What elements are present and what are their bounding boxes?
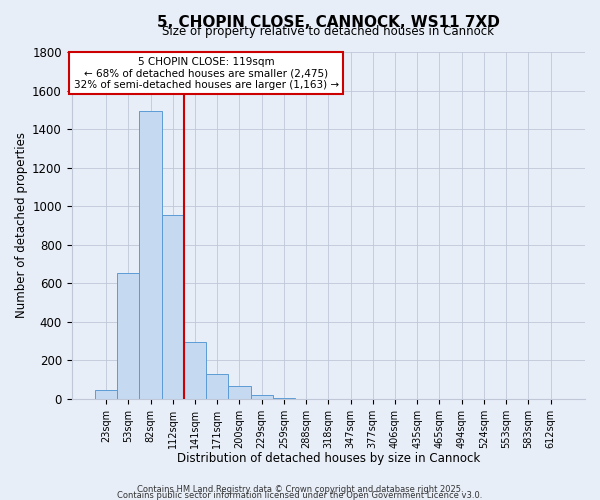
Text: Size of property relative to detached houses in Cannock: Size of property relative to detached ho…	[163, 25, 494, 38]
Bar	[251, 395, 273, 398]
Text: Contains public sector information licensed under the Open Government Licence v3: Contains public sector information licen…	[118, 491, 482, 500]
Bar	[161, 215, 184, 398]
Title: 5, CHOPIN CLOSE, CANNOCK, WS11 7XD: 5, CHOPIN CLOSE, CANNOCK, WS11 7XD	[157, 15, 500, 30]
Text: 5 CHOPIN CLOSE: 119sqm
← 68% of detached houses are smaller (2,475)
32% of semi-: 5 CHOPIN CLOSE: 119sqm ← 68% of detached…	[74, 56, 338, 90]
Bar	[117, 272, 139, 398]
Y-axis label: Number of detached properties: Number of detached properties	[15, 132, 28, 318]
Text: Contains HM Land Registry data © Crown copyright and database right 2025.: Contains HM Land Registry data © Crown c…	[137, 484, 463, 494]
Bar	[229, 386, 251, 398]
X-axis label: Distribution of detached houses by size in Cannock: Distribution of detached houses by size …	[176, 452, 480, 465]
Bar	[95, 390, 117, 398]
Bar	[184, 342, 206, 398]
Bar	[206, 374, 229, 398]
Bar	[139, 111, 161, 399]
